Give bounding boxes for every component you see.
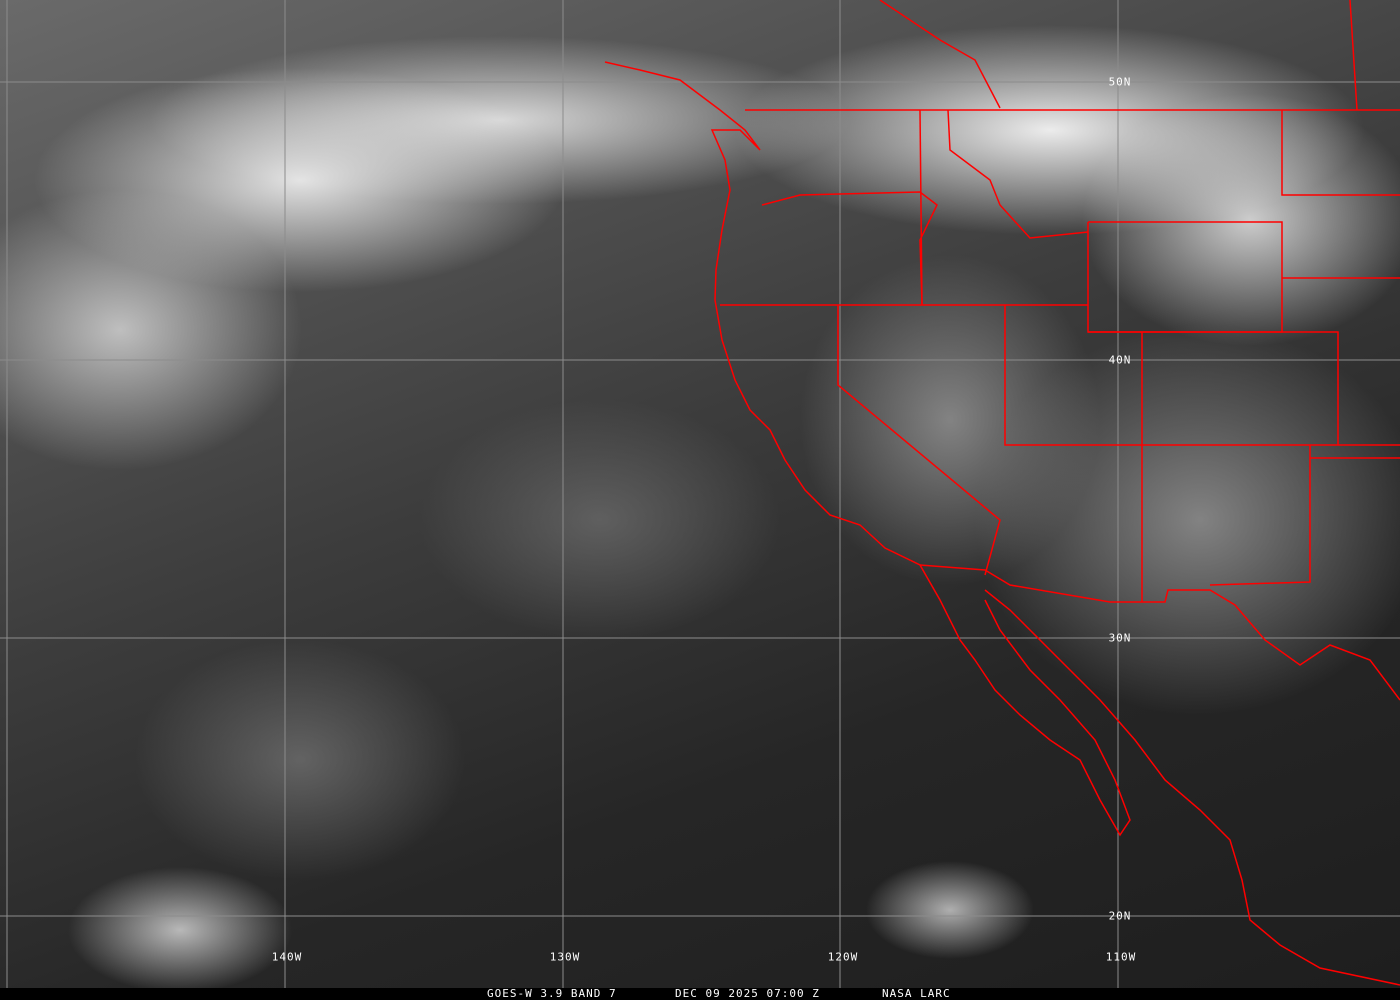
lon-label-120w: 120W	[827, 950, 859, 964]
datetime-label: DEC 09 2025 07:00 Z	[675, 987, 820, 1000]
lat-label-50n: 50N	[1108, 75, 1132, 89]
source-label: NASA LARC	[882, 987, 951, 1000]
lat-label-20n: 20N	[1108, 909, 1132, 923]
lon-label-110w: 110W	[1105, 950, 1137, 964]
footer-bar: GOES-W 3.9 BAND 7 DEC 09 2025 07:00 Z NA…	[0, 988, 1400, 1000]
lon-label-140w: 140W	[271, 950, 303, 964]
lon-label-130w: 130W	[549, 950, 581, 964]
lat-label-30n: 30N	[1108, 631, 1132, 645]
product-label: GOES-W 3.9 BAND 7	[487, 987, 617, 1000]
coastlines-and-borders	[604, 0, 1400, 986]
lat-label-40n: 40N	[1108, 353, 1132, 367]
